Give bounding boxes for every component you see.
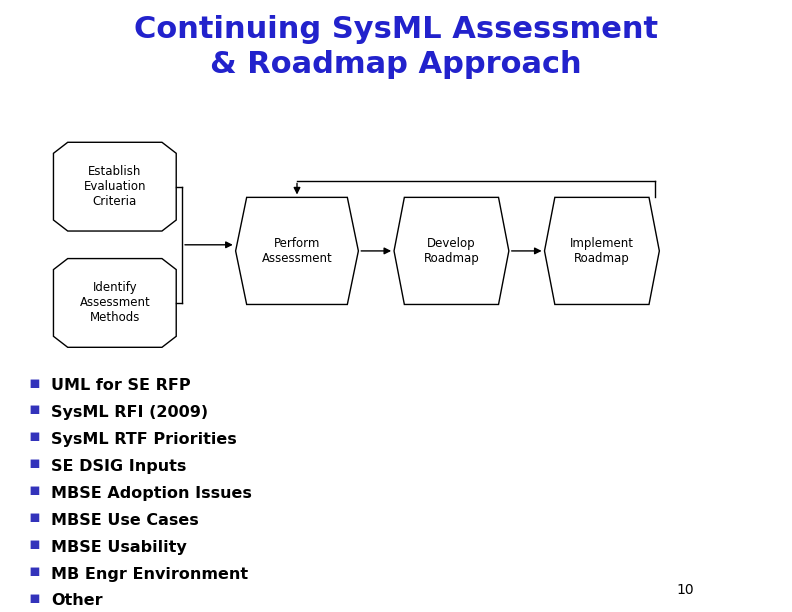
Text: ▪: ▪	[29, 400, 40, 419]
Text: Continuing SysML Assessment
& Roadmap Approach: Continuing SysML Assessment & Roadmap Ap…	[134, 15, 658, 79]
Text: 10: 10	[676, 583, 694, 597]
Text: ▪: ▪	[29, 535, 40, 553]
Text: SE DSIG Inputs: SE DSIG Inputs	[51, 459, 187, 474]
Text: ▪: ▪	[29, 481, 40, 499]
Text: Other: Other	[51, 594, 103, 608]
Text: MBSE Use Cases: MBSE Use Cases	[51, 513, 200, 528]
Text: MB Engr Environment: MB Engr Environment	[51, 567, 249, 581]
Text: Perform
Assessment: Perform Assessment	[261, 237, 333, 265]
Text: UML for SE RFP: UML for SE RFP	[51, 378, 191, 393]
Text: SysML RTF Priorities: SysML RTF Priorities	[51, 432, 238, 447]
Text: Develop
Roadmap: Develop Roadmap	[424, 237, 479, 265]
Text: MBSE Usability: MBSE Usability	[51, 540, 187, 554]
Text: Identify
Assessment
Methods: Identify Assessment Methods	[79, 282, 150, 324]
Text: ▪: ▪	[29, 562, 40, 580]
Text: SysML RFI (2009): SysML RFI (2009)	[51, 405, 208, 420]
Text: ▪: ▪	[29, 427, 40, 446]
Text: ▪: ▪	[29, 508, 40, 526]
Text: Establish
Evaluation
Criteria: Establish Evaluation Criteria	[84, 165, 146, 208]
Text: ▪: ▪	[29, 454, 40, 472]
Text: ▪: ▪	[29, 373, 40, 392]
Text: Implement
Roadmap: Implement Roadmap	[570, 237, 634, 265]
Text: ▪: ▪	[29, 589, 40, 607]
Text: MBSE Adoption Issues: MBSE Adoption Issues	[51, 486, 253, 501]
